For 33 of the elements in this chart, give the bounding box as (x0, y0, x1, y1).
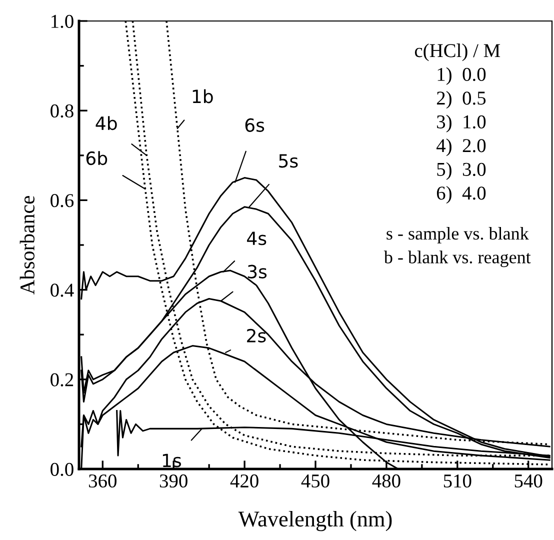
annotation: b - blank vs. reagent (384, 250, 531, 268)
y-tick-label: 0.4 (50, 284, 74, 297)
annotation: 1b (192, 89, 213, 104)
x-tick-label: 540 (514, 474, 542, 488)
annotation: 5) 3.0 (437, 162, 486, 180)
x-tick-label: 420 (230, 474, 258, 488)
x-tick-label: 450 (301, 474, 330, 488)
x-tick-label: 480 (372, 474, 400, 488)
annotation: 6b (86, 151, 108, 166)
annotation: 4) 2.0 (436, 138, 486, 156)
annotation: 4s (247, 232, 266, 246)
annotation: 6) 4.0 (436, 186, 486, 204)
text: 0.0 (50, 462, 74, 476)
annotation: 3) 1.0 (437, 114, 486, 132)
y-tick-label: 0.6 (50, 194, 74, 208)
annotation: 2) 0.5 (436, 91, 486, 109)
x-axis-title: Wavelength (nm) (238, 510, 392, 532)
y-axis-title: Absorbance (20, 196, 34, 295)
annotation: 2s (247, 328, 266, 342)
y-tick-label: 0.8 (50, 104, 74, 118)
text: 1.0 (52, 14, 74, 28)
annotation: s - sample vs. blank (386, 226, 529, 244)
annotation: 1s (162, 454, 181, 468)
y-tick-label: 0.2 (50, 373, 74, 386)
annotation: 3s (248, 264, 267, 278)
x-tick-label: 390 (160, 474, 188, 488)
annotation: 5s (279, 154, 298, 168)
x-tick-label: 510 (444, 474, 472, 488)
annotation: 6s (245, 118, 264, 132)
annotation: c(HCl) / M (414, 44, 500, 62)
annotation: 4b (96, 116, 117, 130)
x-tick-label: 360 (88, 474, 116, 488)
annotation: 1) 0.0 (438, 67, 486, 85)
